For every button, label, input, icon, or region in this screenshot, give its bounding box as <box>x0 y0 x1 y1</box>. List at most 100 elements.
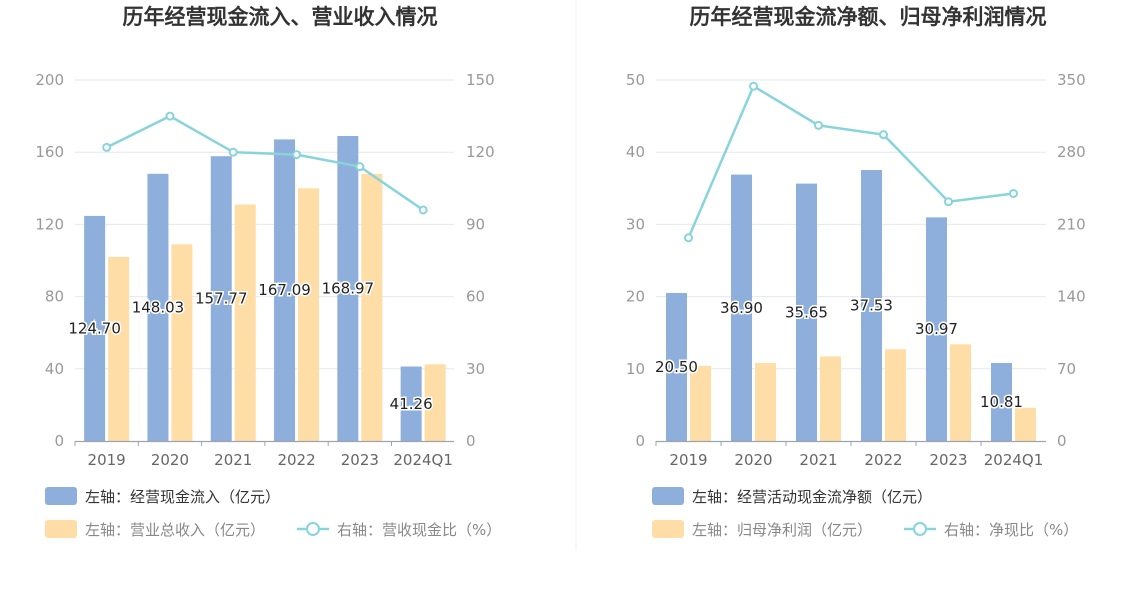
chart1-y-left-tick: 160 <box>35 143 64 161</box>
chart2-bar-2020-series2 <box>755 363 776 441</box>
chart2-line-point-2019 <box>684 233 693 243</box>
chart2-y-left-tick: 30 <box>626 215 645 233</box>
chart1-bar-2021-series2 <box>234 204 256 441</box>
chart2-data-label-2024Q1: 10.81 <box>980 393 1023 411</box>
chart1-bar-2019-series1 <box>84 215 106 441</box>
chart2-line-point-2023 <box>944 197 953 207</box>
chart1-data-label-2023: 168.97 <box>322 280 375 298</box>
chart2-y-left-tick: 20 <box>626 288 645 306</box>
chart2-legend-label-series1[interactable]: 左轴：经营活动现金流净额（亿元） <box>692 488 932 506</box>
chart1-y-right-tick: 90 <box>466 215 485 233</box>
chart1-y-left-tick: 120 <box>35 215 64 233</box>
chart1-data-label-2020: 148.03 <box>132 298 185 316</box>
chart2-x-tick-2021: 2021 <box>799 451 837 469</box>
chart2-x-tick-2019: 2019 <box>669 451 707 469</box>
chart1-y-left-tick: 80 <box>45 288 64 306</box>
chart2-x-tick-2023: 2023 <box>929 451 967 469</box>
chart2-data-label-2021: 35.65 <box>785 303 828 321</box>
chart2-bar-2022-series2 <box>885 349 906 441</box>
chart1-bar-2023-series2 <box>361 173 383 442</box>
chart2-data-label-2020: 36.90 <box>720 299 763 317</box>
chart1-y-right-tick: 0 <box>466 432 476 450</box>
chart1-line-point-2021 <box>228 147 238 157</box>
chart1-y-right-tick: 120 <box>466 143 495 161</box>
chart2-bar-2021-series1 <box>796 183 817 441</box>
chart2-legend-marker-series3 <box>913 522 927 536</box>
chart2-y-right-tick: 210 <box>1057 215 1086 233</box>
chart1-line-point-2019 <box>102 142 112 152</box>
chart1-line-series3 <box>106 114 424 211</box>
chart2-legend-label-series2[interactable]: 左轴：归母净利润（亿元） <box>692 521 872 539</box>
chart2-x-tick-2020: 2020 <box>734 451 772 469</box>
chart2-bar-2022-series1 <box>861 170 882 442</box>
chart2-y-right-tick: 70 <box>1057 360 1076 378</box>
chart2-y-left-tick: 40 <box>626 143 645 161</box>
chart2-bar-2020-series1 <box>731 174 752 441</box>
chart1-y-left-tick: 200 <box>35 71 64 89</box>
chart1-bar-2022-series2 <box>298 188 320 441</box>
chart2-line-point-2021 <box>814 120 823 130</box>
chart1-y-left-tick: 0 <box>54 432 64 450</box>
chart2-legend-label-series3[interactable]: 右轴：净现比（%） <box>944 521 1078 539</box>
chart2-y-right-tick: 140 <box>1057 288 1086 306</box>
chart1-x-tick-2019: 2019 <box>88 451 126 469</box>
chart1-line-point-2024Q1 <box>418 205 428 215</box>
chart1-legend-marker-series3 <box>306 522 320 536</box>
chart2-bar-2024Q1-series2 <box>1015 407 1036 441</box>
chart1-legend-label-series1[interactable]: 左轴：经营现金流入（亿元） <box>85 488 280 506</box>
chart1-title: 历年经营现金流入、营业收入情况 <box>123 5 438 29</box>
chart1-bar-2021-series1 <box>210 156 232 441</box>
chart1-y-left-tick: 40 <box>45 360 64 378</box>
chart1-x-tick-2023: 2023 <box>341 451 379 469</box>
chart2-y-left-tick: 50 <box>626 71 645 89</box>
chart2-bar-2023-series2 <box>950 344 971 441</box>
chart1-data-label-2024Q1: 41.26 <box>390 395 433 413</box>
chart2-data-label-2023: 30.97 <box>915 320 958 338</box>
chart1-data-label-2021: 157.77 <box>195 290 248 308</box>
chart2-line-point-2024Q1 <box>1009 188 1018 198</box>
chart1-bar-2019-series2 <box>108 256 130 441</box>
chart2-legend-swatch-series2[interactable] <box>652 520 684 538</box>
chart2-y-right-tick: 350 <box>1057 71 1086 89</box>
chart1-legend-swatch-series2[interactable] <box>45 520 77 538</box>
chart1-legend-swatch-series1[interactable] <box>45 487 77 505</box>
chart1-bar-2020-series2 <box>171 244 193 441</box>
chart2-bar-2019-series2 <box>690 365 711 441</box>
chart1-y-right-tick: 150 <box>466 71 495 89</box>
chart1-y-right-tick: 60 <box>466 288 485 306</box>
chart1-data-label-2022: 167.09 <box>258 281 311 299</box>
chart2-x-tick-2024Q1: 2024Q1 <box>984 451 1044 469</box>
chart1-bar-2023-series1 <box>337 136 359 441</box>
chart2-bar-2023-series1 <box>926 217 947 441</box>
chart1-x-tick-2020: 2020 <box>151 451 189 469</box>
chart2-bar-2024Q1-series1 <box>991 362 1012 441</box>
chart2-y-right-tick: 0 <box>1057 432 1067 450</box>
chart2-bar-2021-series2 <box>820 356 841 441</box>
chart2-y-right-tick: 280 <box>1057 143 1086 161</box>
chart1-bar-2022-series1 <box>274 139 296 441</box>
chart1-line-point-2022 <box>292 150 302 160</box>
chart2-y-left-tick: 0 <box>635 432 645 450</box>
chart1-bar-2024Q1-series2 <box>424 364 446 441</box>
chart2-x-tick-2022: 2022 <box>864 451 902 469</box>
chart1-y-right-tick: 30 <box>466 360 485 378</box>
chart2-data-label-2022: 37.53 <box>850 297 893 315</box>
chart2-title: 历年经营现金流净额、归母净利润情况 <box>690 5 1047 29</box>
chart1-bar-2020-series1 <box>147 173 169 441</box>
chart1-x-tick-2022: 2022 <box>277 451 315 469</box>
chart1-bar-2024Q1-series1 <box>400 366 422 441</box>
chart1-legend-label-series2[interactable]: 左轴：营业总收入（亿元） <box>85 521 265 539</box>
chart2-data-label-2019: 20.50 <box>655 358 698 376</box>
chart2-y-left-tick: 10 <box>626 360 645 378</box>
chart1-x-tick-2021: 2021 <box>214 451 252 469</box>
chart2-bar-2019-series1 <box>666 292 687 441</box>
chart2-line-series3 <box>687 84 1014 239</box>
chart1-x-tick-2024Q1: 2024Q1 <box>393 451 453 469</box>
chart1-legend-label-series3[interactable]: 右轴：营收现金比（%） <box>337 521 501 539</box>
chart1-line-point-2020 <box>165 111 175 121</box>
chart2-line-point-2022 <box>879 130 888 140</box>
chart1-line-point-2023 <box>355 162 365 172</box>
chart2-legend-swatch-series1[interactable] <box>652 487 684 505</box>
chart2-line-point-2020 <box>749 81 758 91</box>
